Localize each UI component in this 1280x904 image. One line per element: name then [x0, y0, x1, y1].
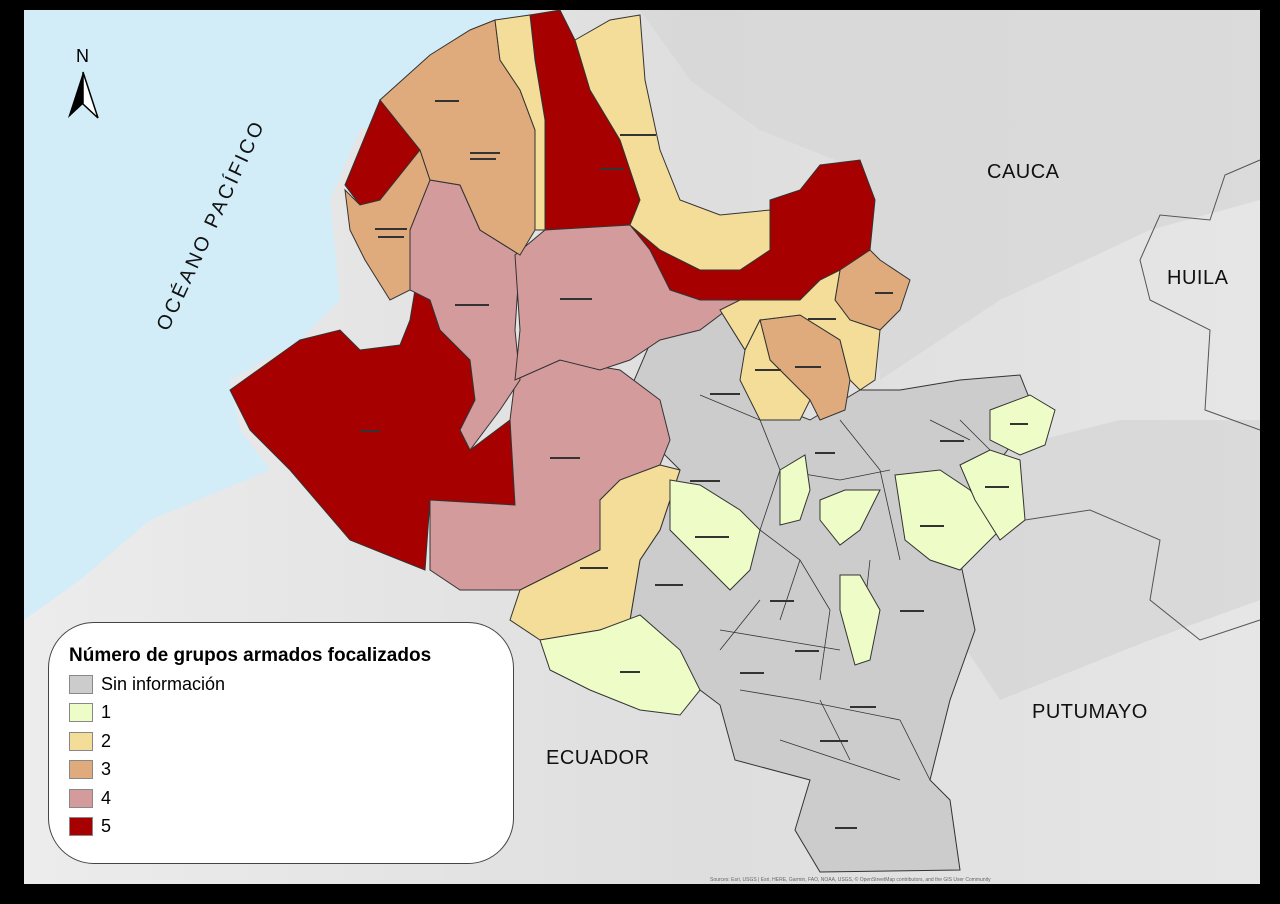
legend-swatch [69, 674, 93, 694]
municipio-ricaurte[interactable] [509, 464, 681, 641]
label-huila: HUILA [1167, 267, 1229, 289]
north-arrow: N [68, 46, 99, 119]
sea-area [24, 10, 530, 620]
legend-swatch [69, 760, 93, 780]
legend-label: 2 [101, 730, 112, 751]
legend-item-1: 1 [69, 699, 513, 728]
andes-relief-south [960, 420, 1260, 700]
legend-item-3: 3 [69, 756, 513, 785]
legend-swatch [69, 703, 93, 723]
legend-item-5: 5 [69, 813, 513, 842]
municipio-nariño[interactable] [839, 574, 881, 666]
municipio-santa-barbara[interactable] [574, 14, 771, 271]
label-putumayo: PUTUMAYO [1032, 701, 1148, 723]
legend-label: Sin información [101, 673, 226, 694]
municipio-magui[interactable] [514, 224, 742, 381]
legend-label: 3 [101, 759, 112, 780]
legend-title: Número de grupos armados focalizados [69, 645, 432, 666]
legend-swatch [69, 817, 93, 837]
legend-item-sin-informacion: Sin información [69, 670, 513, 699]
map-attribution: Sources: Esri, USGS | Esri, HERE, Garmin… [710, 877, 991, 883]
department-boundary-cauca-huila [1139, 159, 1261, 431]
legend-label: 1 [101, 702, 112, 723]
legend-label: 5 [101, 816, 112, 837]
municipio-cumbal[interactable] [539, 614, 701, 716]
municipio-leiva-sur[interactable] [779, 454, 811, 526]
legend-swatch [69, 788, 93, 808]
legend-swatch [69, 731, 93, 751]
department-boundary-putumayo [1024, 509, 1261, 641]
municipio-francisco-pizarro[interactable] [344, 148, 431, 301]
north-arrow-label: N [76, 46, 89, 66]
north-arrow-icon-half [82, 71, 99, 119]
label-cauca: CAUCA [987, 161, 1060, 183]
legend-item-4: 4 [69, 784, 513, 813]
municipio-santa-cruz[interactable] [669, 479, 761, 591]
municipality-label-marks [360, 100, 1028, 829]
andes-relief [640, 10, 1260, 380]
legend-item-2: 2 [69, 727, 513, 756]
municipio-la-florida[interactable] [819, 489, 881, 546]
north-arrow-icon [68, 72, 83, 118]
municipio-el-tablon[interactable] [959, 449, 1026, 541]
legend-label: 4 [101, 787, 112, 808]
label-ecuador: ECUADOR [546, 747, 650, 769]
map-legend: Número de grupos armados focalizados Sin… [48, 622, 514, 864]
municipio-la-tola[interactable] [494, 14, 546, 231]
